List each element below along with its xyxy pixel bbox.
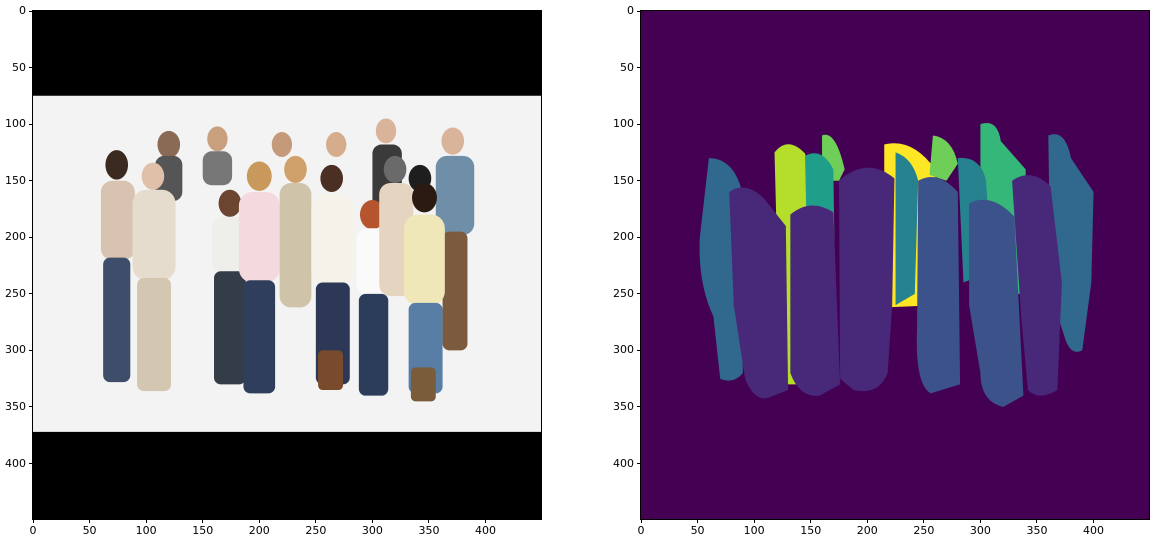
y-tick-label: 300: [613, 343, 634, 357]
letterbox-top: [33, 11, 541, 96]
x-tick-label: 100: [135, 524, 157, 537]
x-tick-label: 400: [1083, 524, 1105, 537]
x-tick: [258, 519, 260, 523]
x-tick-label: 250: [913, 524, 935, 537]
x-tick-label: 250: [305, 524, 327, 537]
y-tick: [637, 180, 641, 182]
y-tick-label: 0: [19, 4, 26, 17]
y-tick: [29, 10, 33, 12]
segment: [895, 152, 919, 306]
y-tick-label: 50: [12, 60, 26, 74]
segment: [969, 199, 1024, 407]
x-tick: [697, 519, 699, 523]
y-tick-label: 400: [5, 456, 26, 470]
x-tick: [923, 519, 925, 523]
x-tick: [145, 519, 147, 523]
x-tick: [640, 519, 642, 523]
y-tick: [29, 123, 33, 125]
segment: [929, 135, 958, 181]
x-tick: [1036, 519, 1038, 523]
x-tick-label: 300: [361, 524, 383, 537]
x-tick-label: 200: [248, 524, 270, 537]
people-silhouettes: [100, 118, 475, 402]
segment: [838, 167, 895, 392]
x-tick-label: 200: [856, 524, 878, 537]
y-tick-label: 250: [5, 286, 26, 300]
group-photo: [33, 11, 541, 519]
x-tick-label: 350: [1026, 524, 1048, 537]
x-tick: [485, 519, 487, 523]
y-tick-label: 250: [613, 286, 634, 300]
y-tick: [29, 180, 33, 182]
y-tick: [637, 406, 641, 408]
y-tick: [637, 293, 641, 295]
x-tick-label: 50: [82, 524, 97, 537]
y-tick: [637, 463, 641, 465]
y-tick-label: 300: [5, 343, 26, 357]
y-tick: [29, 236, 33, 238]
x-tick: [753, 519, 755, 523]
segment: [729, 187, 789, 399]
x-tick: [1093, 519, 1095, 523]
y-tick-label: 100: [5, 117, 26, 131]
letterbox-bottom: [33, 431, 541, 519]
segment: [1012, 175, 1062, 396]
x-tick: [371, 519, 373, 523]
y-tick: [29, 293, 33, 295]
x-tick: [89, 519, 91, 523]
x-tick: [866, 519, 868, 523]
x-tick: [315, 519, 317, 523]
left-image-frame: [32, 10, 542, 520]
right-mask-frame: [640, 10, 1150, 520]
y-tick-label: 150: [613, 173, 634, 187]
left-image-panel: 0 0 50 50 100 100 150 150 200 200 250 250 300 300 350 3…: [5, 5, 542, 537]
x-tick-label: 400: [475, 524, 497, 537]
x-tick-label: 350: [418, 524, 440, 537]
y-tick-label: 400: [613, 456, 634, 470]
x-tick-label: 0: [29, 524, 37, 537]
x-tick-label: 150: [192, 524, 214, 537]
y-tick-label: 200: [5, 230, 26, 244]
y-tick: [29, 463, 33, 465]
x-tick: [202, 519, 204, 523]
x-tick-label: 0: [637, 524, 645, 537]
x-tick: [428, 519, 430, 523]
y-tick-label: 50: [620, 60, 634, 74]
y-tick: [637, 67, 641, 69]
x-tick-label: 300: [969, 524, 991, 537]
segment: [790, 205, 841, 396]
mask-segments: [699, 123, 1094, 407]
y-tick-label: 0: [627, 4, 634, 17]
right-mask-panel: 0 0 50 50 100 100 150 150 200 200 250 250 300 300 350 3…: [613, 5, 1150, 537]
y-tick: [29, 67, 33, 69]
y-tick: [637, 10, 641, 12]
y-tick: [637, 236, 641, 238]
y-tick-label: 350: [613, 399, 634, 413]
y-tick: [29, 406, 33, 408]
segment: [916, 176, 961, 394]
segmentation-mask: [641, 11, 1149, 519]
x-tick-label: 50: [690, 524, 705, 537]
y-tick: [29, 349, 33, 351]
x-tick-label: 150: [800, 524, 822, 537]
x-tick: [810, 519, 812, 523]
y-tick-label: 200: [613, 230, 634, 244]
y-tick-label: 350: [5, 399, 26, 413]
y-tick: [637, 349, 641, 351]
y-tick-label: 150: [5, 173, 26, 187]
x-tick: [979, 519, 981, 523]
x-tick: [32, 519, 34, 523]
y-tick: [637, 123, 641, 125]
x-tick-label: 100: [743, 524, 765, 537]
y-tick-label: 100: [613, 117, 634, 131]
